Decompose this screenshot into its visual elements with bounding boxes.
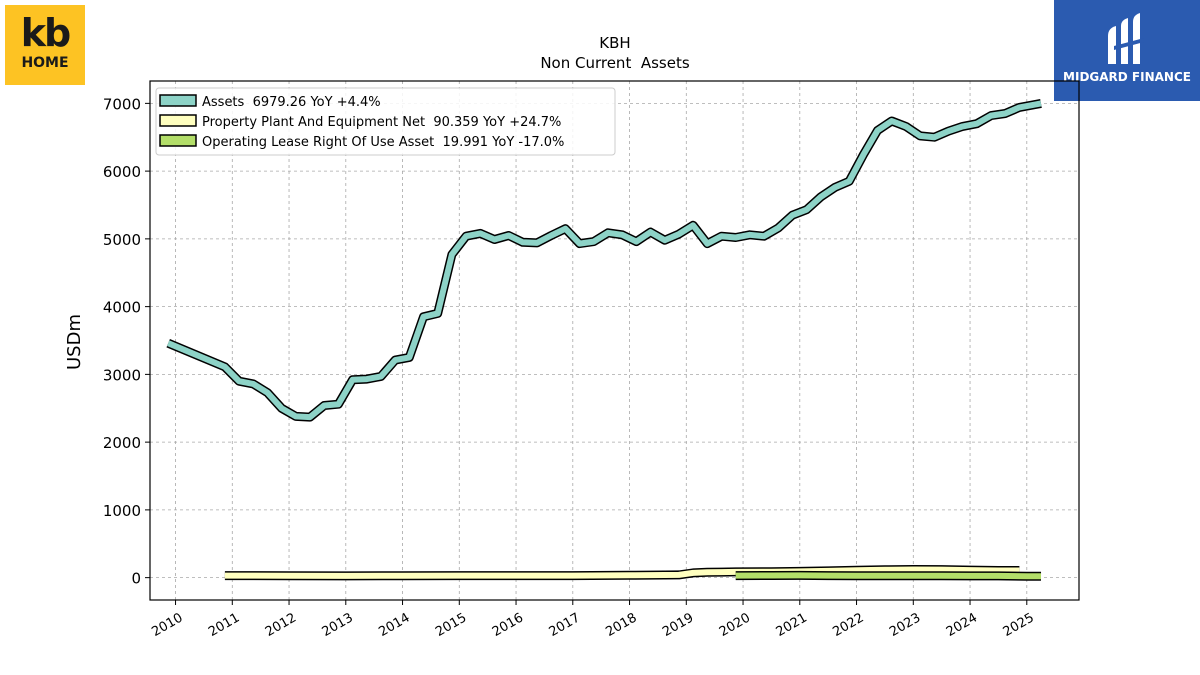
y-tick-label: 2000 — [103, 434, 141, 452]
x-tick-label: 2014 — [376, 610, 412, 640]
x-tick-label: 2016 — [490, 610, 526, 640]
y-tick-label: 7000 — [103, 95, 141, 113]
legend-label-1: Property Plant And Equipment Net 90.359 … — [202, 115, 561, 130]
y-tick-label: 3000 — [103, 366, 141, 384]
plot-frame — [149, 80, 1080, 601]
x-tick-label: 2021 — [774, 610, 810, 640]
y-tick-label: 1000 — [103, 502, 141, 520]
chart-title: KBH — [599, 34, 630, 52]
series-line-2 — [735, 572, 1042, 580]
x-tick-label: 2015 — [433, 610, 469, 640]
y-axis-label: USDm — [64, 314, 85, 370]
axis-ticks: 0 1000 2000 3000 4000 5000 6000 7000 2010 2011 201… — [103, 95, 1037, 640]
legend-label-2: Operating Lease Right Of Use Asset 19.99… — [202, 135, 564, 150]
x-tick-label: 2022 — [830, 610, 866, 640]
kb-home-logo-mark: kb — [20, 11, 71, 55]
x-tick-label: 2023 — [887, 610, 923, 640]
midgard-finance-logo: MIDGARD FINANCE — [1054, 0, 1200, 101]
midgard-finance-logo-text: MIDGARD FINANCE — [1063, 70, 1191, 84]
series-line-1 — [224, 566, 1020, 579]
series-lines — [166, 98, 1042, 581]
kb-home-logo-text: HOME — [21, 55, 69, 71]
legend-label-0: Assets 6979.26 YoY +4.4% — [202, 95, 381, 110]
kb-home-logo: kb HOME — [5, 5, 85, 85]
x-tick-label: 2017 — [547, 610, 583, 640]
y-tick-label: 6000 — [103, 163, 141, 181]
y-tick-label: 0 — [131, 570, 141, 588]
x-tick-label: 2020 — [717, 610, 753, 640]
midgard-finance-logo-icon — [1108, 13, 1144, 64]
series-line-0 — [167, 100, 1042, 421]
chart-subtitle: Non Current Assets — [540, 54, 690, 72]
y-tick-label: 4000 — [103, 299, 141, 317]
x-tick-label: 2024 — [944, 610, 980, 640]
legend-swatch-0 — [159, 94, 197, 107]
x-tick-label: 2012 — [263, 610, 299, 640]
x-tick-label: 2025 — [1001, 610, 1037, 640]
legend-swatch-2 — [159, 134, 197, 147]
x-tick-label: 2010 — [149, 610, 185, 640]
legend: Assets 6979.26 YoY +4.4% Property Plant A… — [155, 87, 616, 156]
x-tick-label: 2018 — [603, 610, 639, 640]
x-tick-label: 2013 — [320, 610, 356, 640]
legend-swatch-1 — [159, 114, 197, 127]
y-tick-label: 5000 — [103, 231, 141, 249]
x-tick-label: 2011 — [206, 610, 242, 640]
grid — [150, 81, 1079, 600]
x-tick-label: 2019 — [660, 610, 696, 640]
legend-box — [155, 87, 616, 156]
